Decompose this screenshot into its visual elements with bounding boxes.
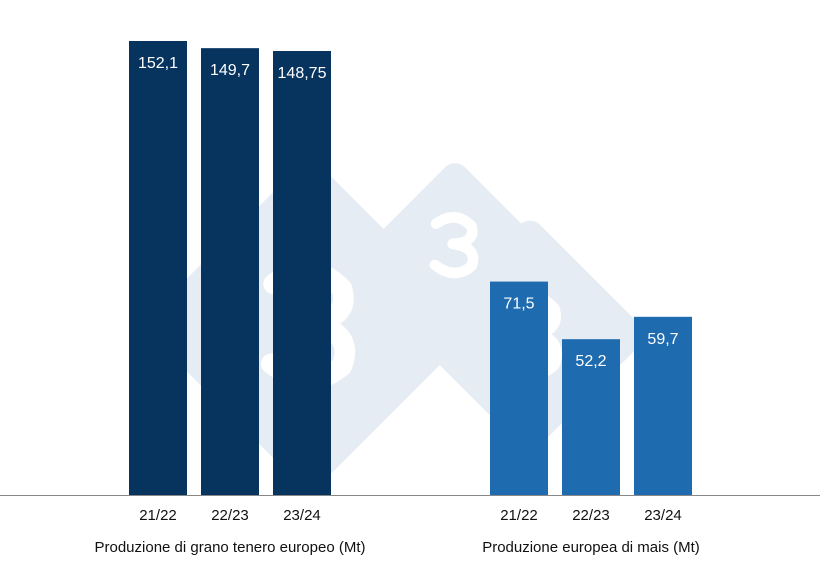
watermark-digit (429, 212, 479, 279)
group-label: Produzione europea di mais (Mt) (482, 539, 700, 556)
bars (129, 41, 692, 496)
x-tick-label: 22/23 (211, 507, 249, 524)
group-label: Produzione di grano tenero europeo (Mt) (95, 539, 366, 556)
bar (201, 48, 259, 496)
bar (490, 281, 548, 495)
data-label: 59,7 (647, 331, 678, 348)
x-tick-label: 22/23 (572, 507, 610, 524)
data-label: 71,5 (503, 296, 534, 313)
data-label: 52,2 (575, 353, 606, 370)
data-label: 148,75 (278, 65, 327, 82)
x-tick-label: 21/22 (139, 507, 177, 524)
data-label: 152,1 (138, 55, 178, 72)
bar (634, 316, 692, 495)
x-tick-label: 23/24 (644, 507, 682, 524)
bar (129, 41, 187, 495)
bar (273, 50, 331, 496)
x-tick-label: 23/24 (283, 507, 321, 524)
data-label: 149,7 (210, 62, 250, 79)
labels: 152,1 21/22 149,7 22/23 148,75 23/24 Produzion… (95, 55, 700, 556)
x-tick-label: 21/22 (500, 507, 538, 524)
bar (562, 339, 620, 495)
